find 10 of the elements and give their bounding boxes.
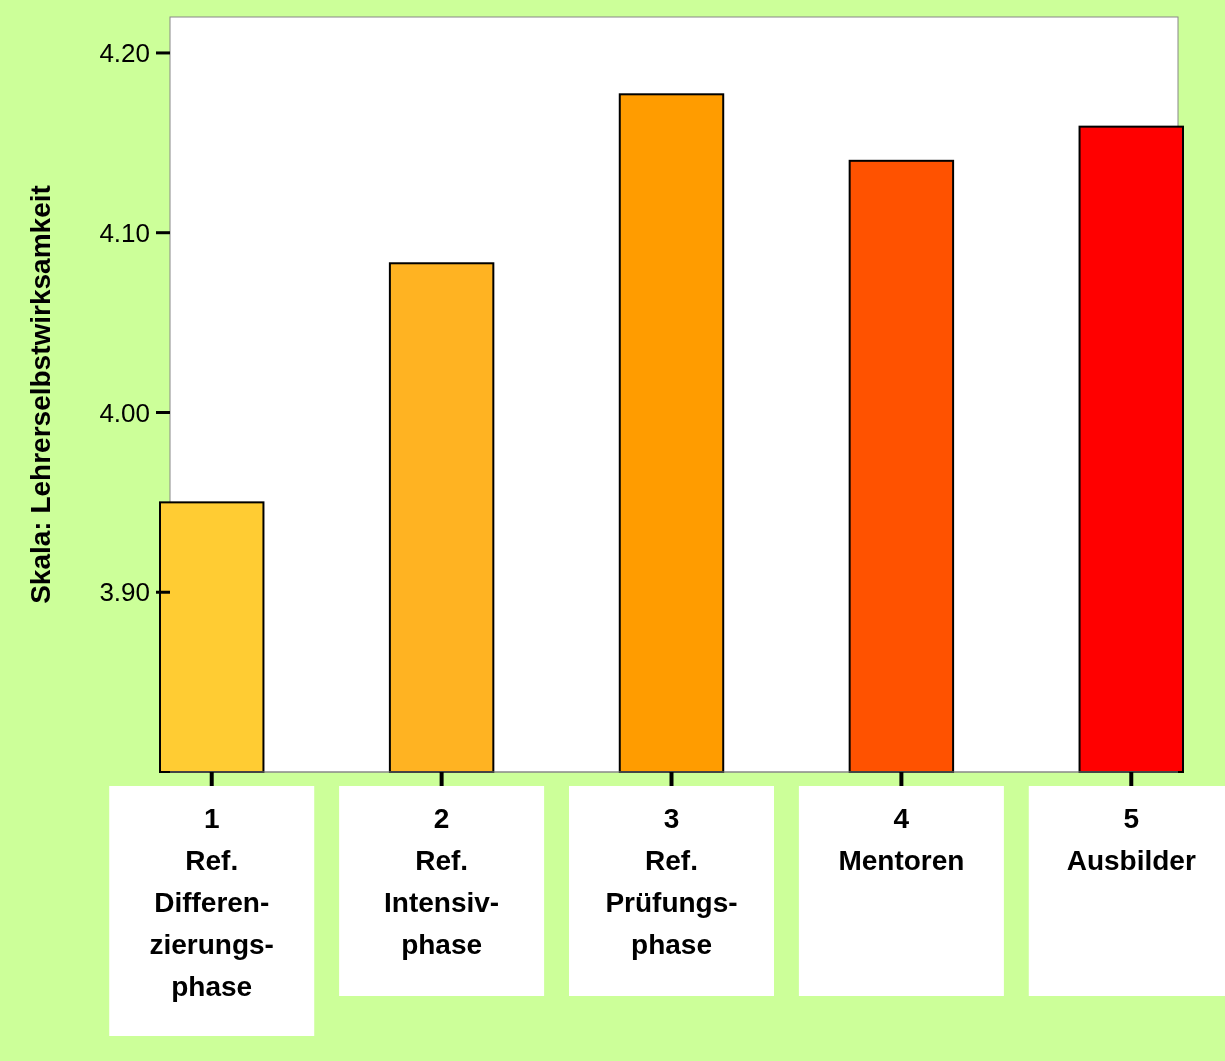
y-tick-label: 3.90 bbox=[99, 577, 150, 608]
x-tick-label: 5 Ausbilder bbox=[1066, 803, 1196, 876]
x-tick-label: 4 Mentoren bbox=[838, 803, 965, 876]
y-tick-label: 4.20 bbox=[99, 38, 150, 69]
x-tick-label: 3 Ref. Prüfungs- phase bbox=[605, 803, 738, 960]
x-tick-label: 1 Ref. Differen- zierungs- phase bbox=[149, 803, 274, 1002]
y-tick-label: 4.10 bbox=[99, 217, 150, 248]
y-axis-title: Skala: Lehrerselbstwirksamkeit bbox=[24, 185, 56, 604]
y-tick-label: 4.00 bbox=[99, 397, 150, 428]
x-tick-label: 2 Ref. Intensiv- phase bbox=[384, 803, 500, 960]
